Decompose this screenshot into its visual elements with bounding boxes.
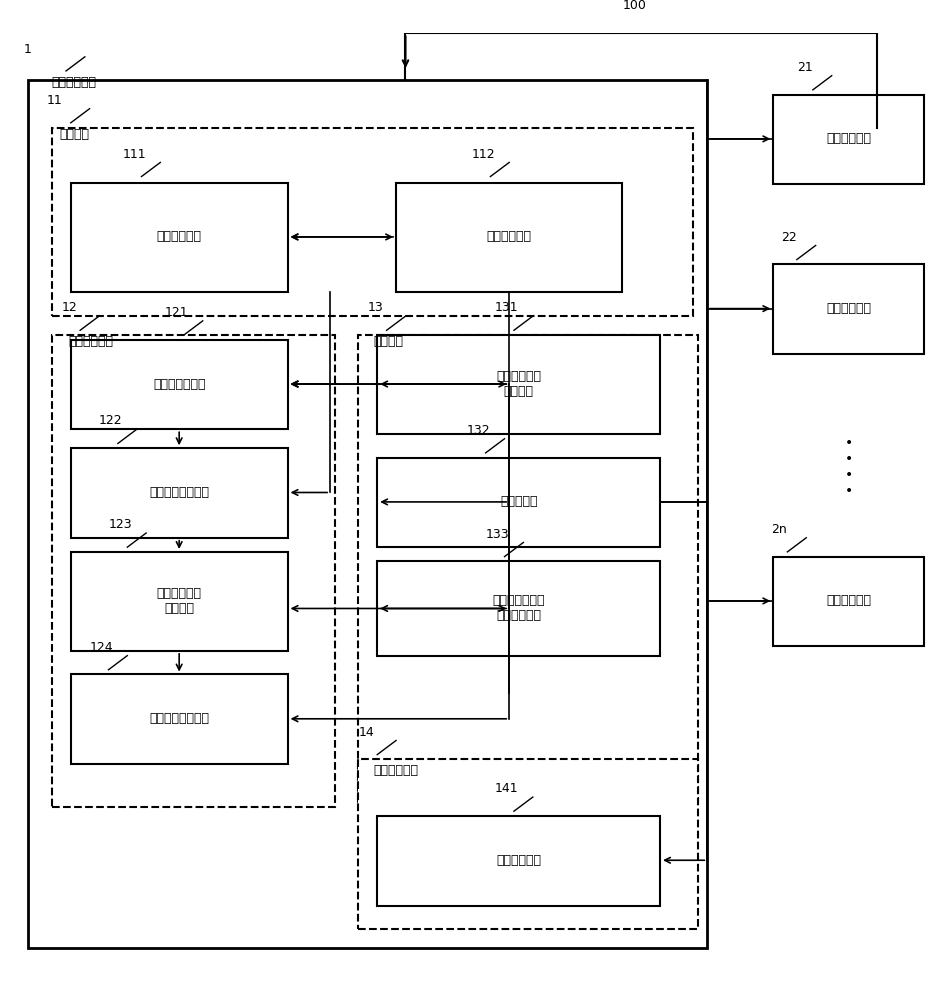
Text: 数据传输单元: 数据传输单元 [487,230,532,243]
Text: 121: 121 [165,306,189,319]
Text: 141: 141 [495,782,519,795]
FancyBboxPatch shape [71,340,288,429]
Text: 14: 14 [358,726,374,739]
FancyBboxPatch shape [377,335,660,434]
Text: 存储设备: 存储设备 [373,335,404,348]
Text: 132: 132 [467,424,490,437]
Text: 22: 22 [781,231,797,244]
Text: 图像传输设备: 图像传输设备 [826,302,871,315]
Text: 2n: 2n [771,523,787,536]
Text: 12: 12 [61,301,77,314]
FancyBboxPatch shape [773,95,924,184]
Text: 图像输出设备: 图像输出设备 [373,764,419,777]
Text: 图像显示设备: 图像显示设备 [52,76,97,89]
FancyBboxPatch shape [71,183,288,292]
FancyBboxPatch shape [52,128,693,316]
Text: 帧间隔测量单元: 帧间隔测量单元 [153,378,206,391]
FancyBboxPatch shape [358,759,698,929]
Text: 21: 21 [797,61,813,74]
Text: 131: 131 [495,301,519,314]
FancyBboxPatch shape [71,552,288,651]
Text: 图像数据处理单元: 图像数据处理单元 [149,486,209,499]
Text: 112: 112 [472,148,495,161]
FancyBboxPatch shape [773,264,924,354]
Text: 124: 124 [90,641,113,654]
Text: 图像显示单元: 图像显示单元 [496,854,541,867]
Text: 图像更新频率
运算单元: 图像更新频率 运算单元 [157,587,202,615]
FancyBboxPatch shape [358,335,698,807]
Text: 1: 1 [24,43,31,56]
FancyBboxPatch shape [71,448,288,538]
Text: 图像更新频率数
据存储储存器: 图像更新频率数 据存储储存器 [492,594,545,622]
Text: 帧间隔数据存
储储存器: 帧间隔数据存 储储存器 [496,370,541,398]
FancyBboxPatch shape [71,674,288,764]
FancyBboxPatch shape [377,816,660,906]
FancyBboxPatch shape [773,557,924,646]
FancyBboxPatch shape [52,335,335,807]
Text: 122: 122 [99,414,123,427]
FancyBboxPatch shape [377,561,660,656]
Text: 133: 133 [486,528,509,541]
Text: 图像传输设备: 图像传输设备 [826,132,871,145]
FancyBboxPatch shape [377,458,660,547]
FancyBboxPatch shape [396,183,622,292]
Text: 111: 111 [123,148,146,161]
Text: 通信设备: 通信设备 [59,128,90,141]
Text: 11: 11 [47,94,63,107]
Text: 13: 13 [368,301,384,314]
Text: 图像传输设备: 图像传输设备 [826,594,871,607]
Text: 视频存储器: 视频存储器 [500,495,538,508]
Text: 数据处理设备: 数据处理设备 [68,335,113,348]
Text: 数据接收单元: 数据接收单元 [157,230,202,243]
Text: 图像更新响应单元: 图像更新响应单元 [149,712,209,725]
Text: 123: 123 [108,518,132,531]
Text: •
•
•
•: • • • • [845,436,852,498]
FancyBboxPatch shape [28,80,707,948]
Text: 100: 100 [622,0,646,12]
